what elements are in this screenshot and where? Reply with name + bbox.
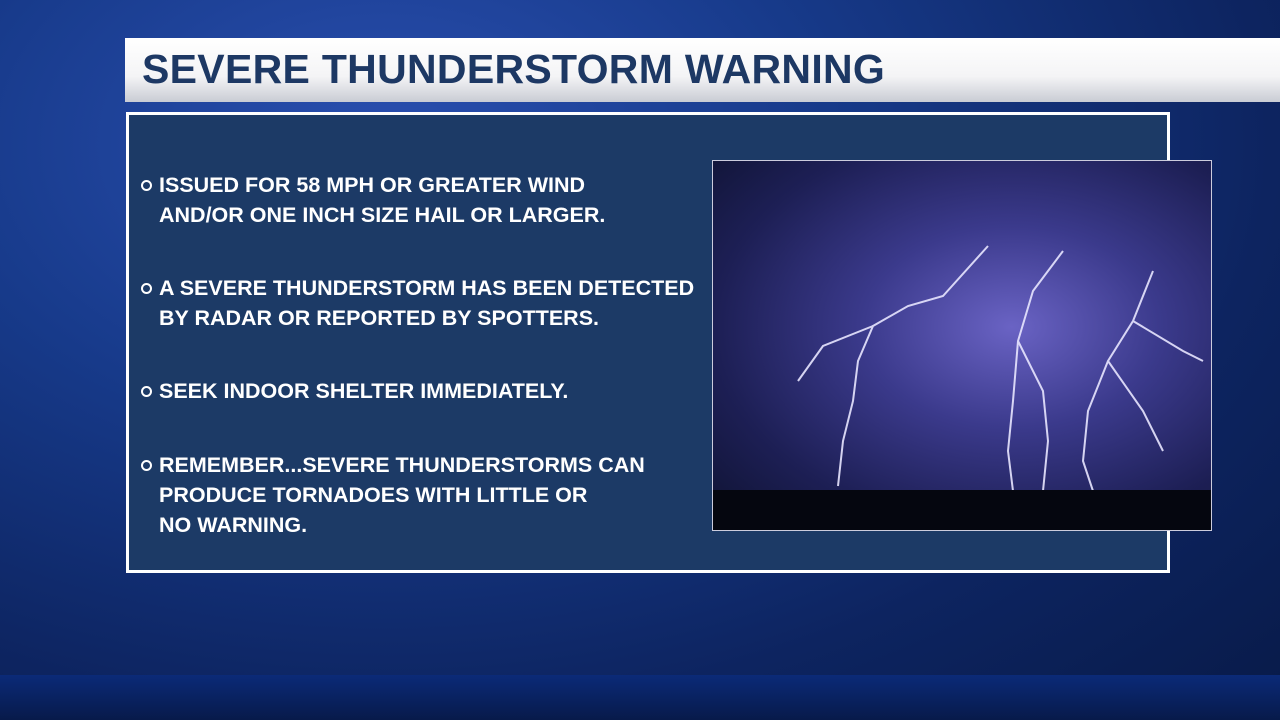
- bullet-item: SEEK INDOOR SHELTER IMMEDIATELY.: [141, 376, 568, 406]
- horizon-ground: [713, 490, 1211, 530]
- info-panel: ISSUED FOR 58 MPH OR GREATER WIND AND/OR…: [126, 112, 1212, 573]
- title-bar: SEVERE THUNDERSTORM WARNING: [125, 38, 1280, 102]
- bullet-circle-icon: [141, 283, 152, 294]
- background-sea: [0, 675, 1280, 720]
- bullet-circle-icon: [141, 180, 152, 191]
- lightning-bolts-icon: [797, 245, 1204, 492]
- page-title: SEVERE THUNDERSTORM WARNING: [142, 46, 886, 92]
- bullet-item: A SEVERE THUNDERSTORM HAS BEEN DETECTED …: [141, 273, 694, 333]
- lightning-photo: [712, 160, 1212, 531]
- bullet-item: ISSUED FOR 58 MPH OR GREATER WIND AND/OR…: [141, 170, 605, 230]
- bullet-circle-icon: [141, 386, 152, 397]
- bullet-circle-icon: [141, 460, 152, 471]
- bullet-item: REMEMBER...SEVERE THUNDERSTORMS CAN PROD…: [141, 450, 645, 540]
